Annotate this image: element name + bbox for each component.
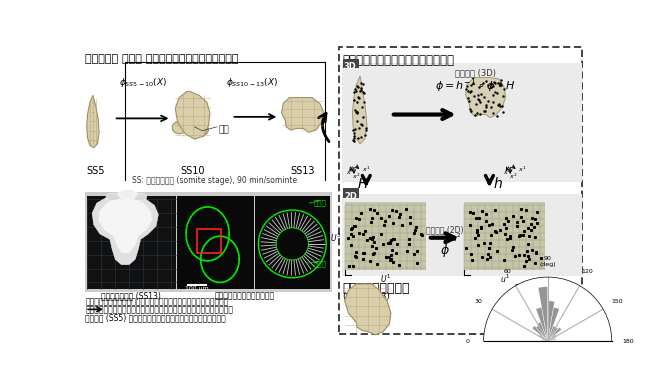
Bar [197,228,222,253]
Text: ランドマーク情報から写像の再構築: ランドマーク情報から写像の再構築 [343,54,454,67]
Polygon shape [176,92,210,139]
Text: $x^0$: $x^0$ [346,167,355,177]
Bar [339,47,582,334]
Bar [342,194,582,276]
Ellipse shape [119,189,136,198]
Text: $\phi_{SS10-13}(X)$: $\phi_{SS10-13}(X)$ [226,76,278,89]
Text: 二光子顕微鏡像 (SS13): 二光子顕微鏡像 (SS13) [101,291,161,300]
Text: 発生初期 (SS5) から十分に眼胞が形成されるまで観察された。: 発生初期 (SS5) から十分に眼胞が形成されるまで観察された。 [85,313,226,322]
Ellipse shape [118,188,138,199]
Bar [539,335,547,341]
Bar [538,287,547,341]
Bar [547,307,560,341]
Polygon shape [344,284,391,335]
Text: (ss7->ss8): (ss7->ss8) [343,293,390,301]
Text: $x^2$: $x^2$ [352,172,361,181]
Bar [342,63,582,182]
Bar [547,339,556,341]
Polygon shape [281,98,324,132]
Bar [464,202,545,270]
Text: $U^3$: $U^3$ [330,231,342,244]
Bar [177,196,254,288]
Text: $\phi_{SS5-10}(X)$: $\phi_{SS5-10}(X)$ [119,76,167,89]
Text: ニワトリ胚 神経管 前脳領域（頂端面）の形態変化: ニワトリ胚 神経管 前脳領域（頂端面）の形態変化 [85,54,239,64]
Text: 眼胞: 眼胞 [218,125,229,134]
Bar [542,338,547,341]
Text: SS13: SS13 [291,166,315,176]
Text: $u^1$: $u^1$ [500,273,510,285]
Bar [547,339,551,341]
Text: $x^3$: $x^3$ [502,167,511,177]
Text: 局所変形: 局所変形 [515,284,536,293]
Ellipse shape [172,121,186,134]
Bar [547,326,556,341]
Text: 2D: 2D [344,192,357,201]
Text: の形態が変化していく（ヒストグラムはその方向分布）。この傾向は、: の形態が変化していく（ヒストグラムはその方向分布）。この傾向は、 [85,305,233,314]
Polygon shape [465,78,506,118]
Text: 推定結果（の一部）: 推定結果（の一部） [343,282,410,296]
Bar [541,340,547,341]
Bar [343,188,359,198]
Bar [255,196,330,288]
Polygon shape [98,199,152,253]
Bar [538,322,547,341]
Polygon shape [92,195,159,265]
Bar [547,327,562,341]
Text: $u^2$: $u^2$ [451,231,461,244]
Text: $x^1$: $x^1$ [518,164,527,174]
Bar [536,325,547,341]
Bar [536,307,547,341]
Text: 100 μm: 100 μm [185,286,209,291]
Polygon shape [352,76,367,144]
Text: 頂端面: 頂端面 [313,261,326,267]
Text: $h$: $h$ [493,176,503,192]
Bar [547,327,558,341]
Text: 基底面: 基底面 [313,199,326,206]
Text: 変形写像 (2D): 変形写像 (2D) [426,225,463,234]
Bar [547,335,556,341]
Ellipse shape [106,193,122,201]
Ellipse shape [196,124,209,135]
Bar [88,196,176,288]
Bar [547,301,554,341]
Text: $U^1$: $U^1$ [380,273,391,285]
Bar [85,192,332,292]
Bar [532,326,547,341]
Polygon shape [86,95,99,148]
Text: 変形写像 (3D): 変形写像 (3D) [455,68,496,77]
Bar [543,340,547,341]
Text: 3D: 3D [344,62,357,71]
Text: 切断面（細胞１層から構成）: 切断面（細胞１層から構成） [214,291,275,300]
Text: SS10: SS10 [181,166,205,176]
Bar [344,202,426,270]
Text: SS5: SS5 [86,166,105,176]
Bar [343,59,359,68]
Text: $x^1$: $x^1$ [361,164,370,174]
Text: 前脳領域の広範囲に渡って細胞集団が一方向的につぶれることで全体: 前脳領域の広範囲に渡って細胞集団が一方向的につぶれることで全体 [85,298,229,307]
Text: $\tilde{\phi}$: $\tilde{\phi}$ [440,240,450,261]
Text: $x^2$: $x^2$ [509,172,517,181]
Text: SS: 体節ステージ (somite stage), 90 min/sominte: SS: 体節ステージ (somite stage), 90 min/somint… [132,176,297,185]
Text: $\phi=h^{-1}\circ\phi\circ H$: $\phi=h^{-1}\circ\phi\circ H$ [436,76,516,95]
Text: $H$: $H$ [357,177,369,191]
Ellipse shape [133,193,147,201]
